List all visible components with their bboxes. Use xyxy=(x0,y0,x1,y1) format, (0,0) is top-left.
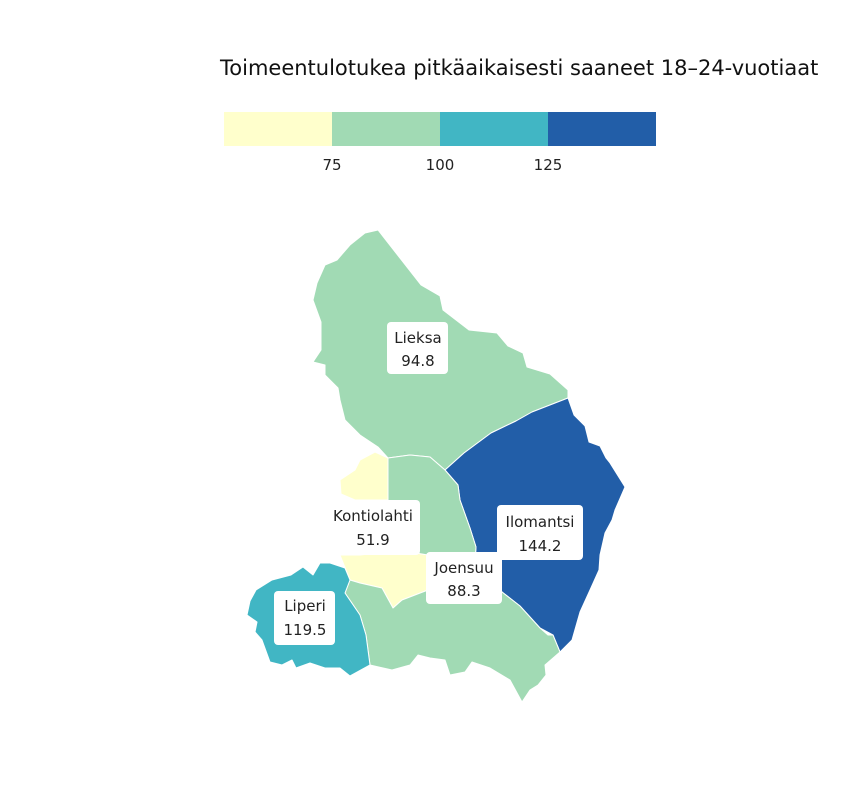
label-value-ilomantsi: 144.2 xyxy=(519,537,562,555)
labels: Lieksa 94.8 Ilomantsi 144.2 Kontiolahti … xyxy=(274,322,583,645)
label-ilomantsi: Ilomantsi 144.2 xyxy=(497,505,583,560)
legend-swatch-1 xyxy=(224,112,332,146)
label-value-lieksa: 94.8 xyxy=(401,352,434,370)
legend-swatch-3 xyxy=(440,112,548,146)
label-box-liperi xyxy=(274,591,335,645)
label-value-joensuu: 88.3 xyxy=(447,582,480,600)
label-name-joensuu: Joensuu xyxy=(433,559,493,577)
label-kontiolahti: Kontiolahti 51.9 xyxy=(327,500,420,555)
label-value-kontiolahti: 51.9 xyxy=(356,531,389,549)
label-box-kontiolahti xyxy=(327,500,420,555)
legend-tick-100: 100 xyxy=(426,156,455,174)
legend-swatch-4 xyxy=(548,112,656,146)
label-name-liperi: Liperi xyxy=(284,597,326,615)
label-box-ilomantsi xyxy=(497,505,583,560)
legend-tick-125: 125 xyxy=(534,156,563,174)
legend-tick-75: 75 xyxy=(322,156,341,174)
map-title: Toimeentulotukea pitkäaikaisesti saaneet… xyxy=(220,56,819,80)
label-joensuu: Joensuu 88.3 xyxy=(426,552,502,604)
label-box-joensuu xyxy=(426,552,502,604)
legend-swatch-2 xyxy=(332,112,440,146)
label-name-ilomantsi: Ilomantsi xyxy=(506,513,575,531)
label-lieksa: Lieksa 94.8 xyxy=(387,322,448,374)
label-value-liperi: 119.5 xyxy=(284,621,327,639)
label-liperi: Liperi 119.5 xyxy=(274,591,335,645)
label-name-kontiolahti: Kontiolahti xyxy=(333,507,413,525)
label-name-lieksa: Lieksa xyxy=(394,329,441,347)
label-box-lieksa xyxy=(387,322,448,374)
legend: 75 100 125 xyxy=(224,112,656,174)
